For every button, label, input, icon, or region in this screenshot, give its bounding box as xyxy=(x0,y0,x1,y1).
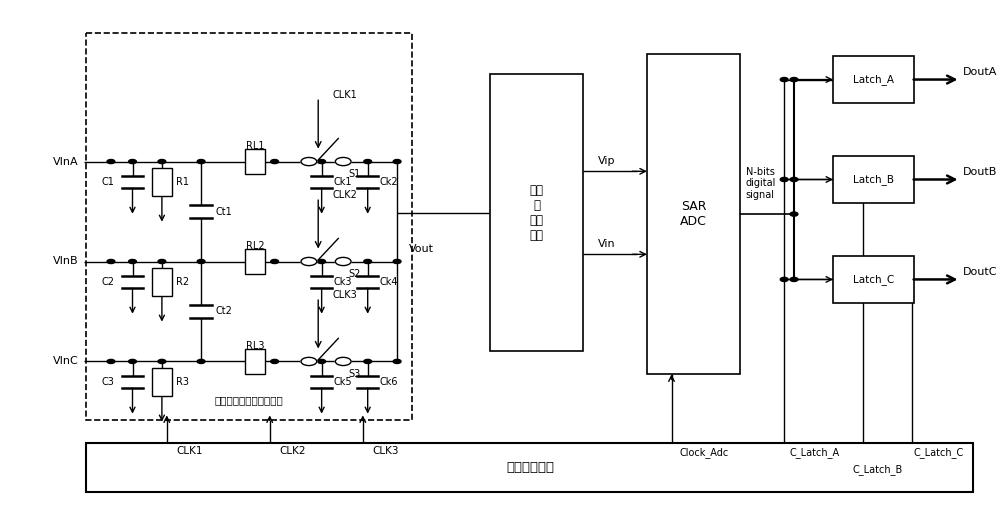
Text: S1: S1 xyxy=(348,169,360,179)
Text: VInB: VInB xyxy=(53,256,79,267)
Circle shape xyxy=(790,77,798,82)
Text: 时序控制电路: 时序控制电路 xyxy=(506,461,554,474)
Text: C_Latch_C: C_Latch_C xyxy=(914,447,964,458)
Circle shape xyxy=(271,259,279,264)
Bar xyxy=(647,54,740,374)
Circle shape xyxy=(790,212,798,216)
Text: Vout: Vout xyxy=(409,244,434,254)
Circle shape xyxy=(271,160,279,164)
Circle shape xyxy=(335,157,351,166)
Bar xyxy=(833,156,914,202)
Circle shape xyxy=(158,359,166,363)
Text: 专有多输入串扰模型电路: 专有多输入串扰模型电路 xyxy=(215,395,283,405)
Bar xyxy=(833,56,914,103)
Text: S2: S2 xyxy=(348,269,360,279)
Text: Vip: Vip xyxy=(598,156,616,166)
Bar xyxy=(152,368,172,396)
Circle shape xyxy=(107,259,115,264)
Circle shape xyxy=(301,357,317,366)
Bar xyxy=(86,33,412,420)
Text: RL2: RL2 xyxy=(246,241,264,251)
Circle shape xyxy=(790,277,798,281)
Bar xyxy=(152,268,172,296)
Circle shape xyxy=(271,359,279,363)
Bar xyxy=(490,74,583,351)
Circle shape xyxy=(158,160,166,164)
Circle shape xyxy=(107,160,115,164)
Text: Ck6: Ck6 xyxy=(379,377,398,387)
Text: VInA: VInA xyxy=(53,156,79,166)
Text: CLK1: CLK1 xyxy=(177,446,203,456)
Text: CLK2: CLK2 xyxy=(333,190,358,200)
Text: DoutB: DoutB xyxy=(963,167,997,177)
Circle shape xyxy=(129,259,136,264)
Text: DoutA: DoutA xyxy=(963,67,997,77)
Circle shape xyxy=(158,259,166,264)
Text: CLK1: CLK1 xyxy=(333,90,358,100)
Circle shape xyxy=(318,160,326,164)
Circle shape xyxy=(364,259,372,264)
Circle shape xyxy=(780,177,788,181)
Text: R3: R3 xyxy=(176,377,189,387)
Text: Latch_C: Latch_C xyxy=(853,274,894,285)
Bar xyxy=(245,149,265,174)
Text: Ct2: Ct2 xyxy=(216,306,233,316)
Circle shape xyxy=(197,359,205,363)
Circle shape xyxy=(335,257,351,266)
Circle shape xyxy=(129,160,136,164)
Circle shape xyxy=(393,160,401,164)
Circle shape xyxy=(790,177,798,181)
Text: C_Latch_A: C_Latch_A xyxy=(789,447,839,458)
Text: S3: S3 xyxy=(348,369,360,379)
Circle shape xyxy=(197,160,205,164)
Text: RL3: RL3 xyxy=(246,341,264,351)
Text: C2: C2 xyxy=(102,277,115,287)
Circle shape xyxy=(301,157,317,166)
Circle shape xyxy=(318,359,326,363)
Text: Ck4: Ck4 xyxy=(379,277,398,287)
Text: Ck2: Ck2 xyxy=(379,177,398,187)
Circle shape xyxy=(364,160,372,164)
Bar xyxy=(152,168,172,196)
Text: Clock_Adc: Clock_Adc xyxy=(679,447,729,458)
Text: Latch_A: Latch_A xyxy=(853,74,894,85)
Text: 单端
转
双端
电路: 单端 转 双端 电路 xyxy=(530,184,544,242)
Text: C_Latch_B: C_Latch_B xyxy=(853,463,903,474)
Circle shape xyxy=(364,359,372,363)
Circle shape xyxy=(780,77,788,82)
Text: Vin: Vin xyxy=(598,239,616,249)
Circle shape xyxy=(780,277,788,281)
Text: R2: R2 xyxy=(176,277,189,287)
Circle shape xyxy=(393,359,401,363)
Text: Ck3: Ck3 xyxy=(333,277,352,287)
Circle shape xyxy=(335,357,351,366)
Bar xyxy=(833,256,914,302)
Text: DoutC: DoutC xyxy=(963,267,997,277)
Text: Ct1: Ct1 xyxy=(216,207,233,217)
Bar xyxy=(86,444,973,492)
Text: Latch_B: Latch_B xyxy=(853,174,894,185)
Text: CLK3: CLK3 xyxy=(373,446,399,456)
Text: SAR
ADC: SAR ADC xyxy=(680,200,707,228)
Circle shape xyxy=(107,359,115,363)
Text: Ck5: Ck5 xyxy=(333,377,352,387)
Text: CLK2: CLK2 xyxy=(280,446,306,456)
Text: C3: C3 xyxy=(102,377,115,387)
Circle shape xyxy=(318,259,326,264)
Text: CLK3: CLK3 xyxy=(333,290,358,300)
Text: VInC: VInC xyxy=(53,357,79,367)
Circle shape xyxy=(393,259,401,264)
Text: R1: R1 xyxy=(176,177,189,187)
Bar xyxy=(245,349,265,374)
Text: RL1: RL1 xyxy=(246,141,264,151)
Text: Ck1: Ck1 xyxy=(333,177,352,187)
Circle shape xyxy=(129,359,136,363)
Text: N-bits
digital
signal: N-bits digital signal xyxy=(745,167,775,200)
Circle shape xyxy=(197,259,205,264)
Bar xyxy=(245,249,265,274)
Circle shape xyxy=(301,257,317,266)
Text: C1: C1 xyxy=(102,177,115,187)
